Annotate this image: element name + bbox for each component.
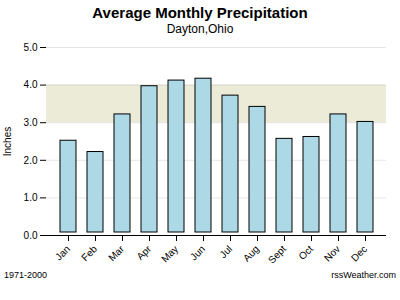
svg-text:4.0: 4.0	[24, 79, 38, 90]
svg-text:0.0: 0.0	[24, 230, 38, 241]
svg-text:Nov: Nov	[322, 243, 342, 263]
svg-text:Mar: Mar	[106, 243, 126, 263]
svg-text:2.0: 2.0	[24, 155, 38, 166]
svg-text:Sept: Sept	[266, 243, 288, 265]
svg-text:Inches: Inches	[2, 127, 13, 156]
html-text:1971-2000: 1971-2000	[4, 270, 47, 280]
svg-text:Feb: Feb	[79, 243, 99, 263]
html-text:Average Monthly Precipitation: Average Monthly Precipitation	[92, 4, 308, 21]
svg-text:Dec: Dec	[349, 243, 369, 263]
svg-text:5.0: 5.0	[24, 42, 38, 53]
svg-text:Oct: Oct	[296, 243, 315, 262]
html-text:Dayton,Ohio: Dayton,Ohio	[166, 22, 234, 36]
svg-text:Jan: Jan	[53, 243, 72, 262]
svg-text:Jun: Jun	[188, 243, 207, 262]
svg-text:Jul: Jul	[217, 243, 234, 260]
svg-text:3.0: 3.0	[24, 117, 38, 128]
svg-text:Aug: Aug	[241, 243, 261, 263]
svg-text:May: May	[159, 243, 180, 264]
svg-text:1.0: 1.0	[24, 192, 38, 203]
html-text:rssWeather.com: rssWeather.com	[331, 270, 396, 280]
svg-text:Apr: Apr	[134, 243, 153, 262]
